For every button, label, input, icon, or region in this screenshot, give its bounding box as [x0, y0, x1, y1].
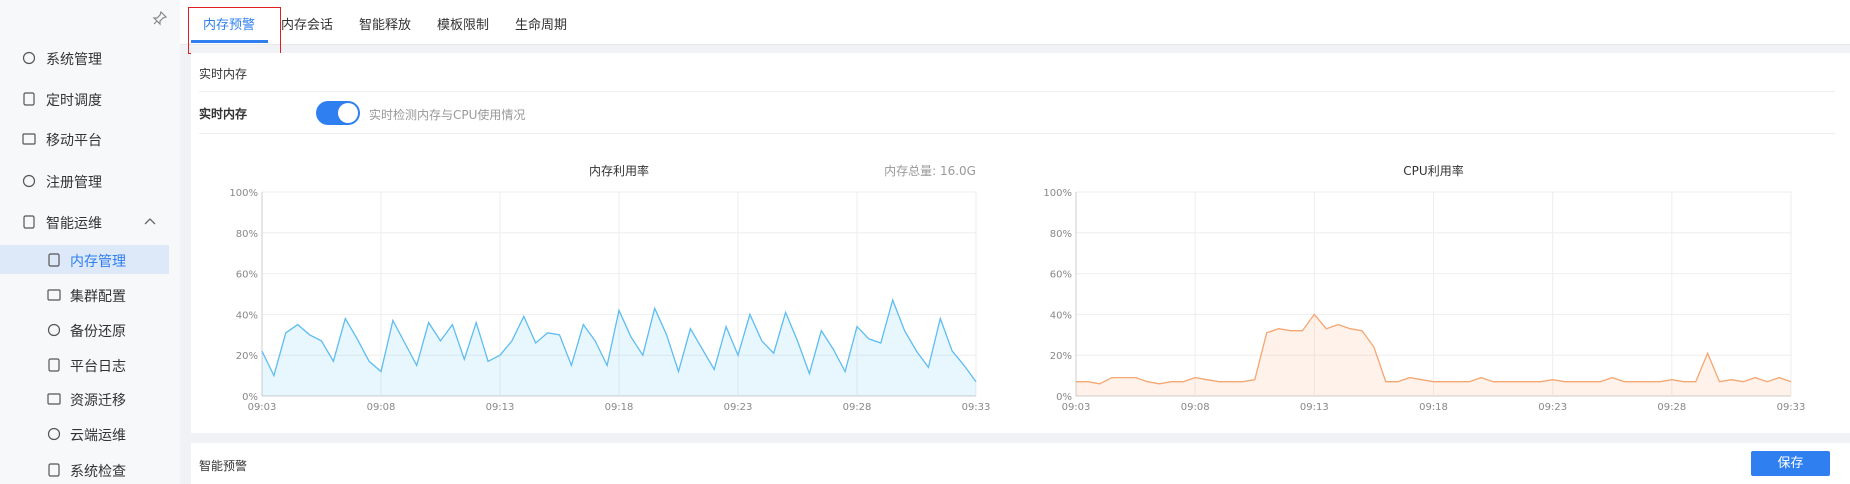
chart-title: CPU利用率: [1403, 163, 1463, 178]
menu-item[interactable]: 系统管理: [46, 52, 102, 68]
active-tab-underline: [191, 40, 268, 43]
x-tick-label: 09:33: [1777, 402, 1806, 413]
icon-shape: [23, 92, 35, 106]
toggle-switch[interactable]: [316, 101, 360, 125]
menu-icon: [22, 174, 36, 188]
y-tick-label: 100%: [1043, 188, 1072, 199]
submenu-item[interactable]: 集群配置: [70, 289, 126, 305]
submenu-item[interactable]: 备份还原: [70, 324, 126, 340]
menu-icon: [48, 253, 60, 267]
x-tick-label: 09:08: [1181, 402, 1210, 413]
submenu-item[interactable]: 系统检查: [70, 464, 126, 480]
y-tick-label: 20%: [236, 351, 258, 362]
line: [1076, 313, 1792, 385]
submenu-item[interactable]: 内存管理: [70, 254, 126, 270]
icon-shape: [48, 253, 60, 267]
y-tick-label: 40%: [1050, 310, 1072, 321]
y-tick-label: 80%: [236, 229, 258, 240]
icon-shape: [48, 463, 60, 477]
menu-icon: [48, 358, 60, 372]
y-tick-label: 80%: [1050, 229, 1072, 240]
x-tick-label: 09:13: [1300, 402, 1329, 413]
menu-icon: [22, 51, 36, 65]
realtime-card: 实时内存 实时内存 实时检测内存与CPU使用情况: [191, 53, 1850, 433]
tab[interactable]: 生命周期: [514, 18, 568, 33]
x-tick-label: 09:28: [1657, 402, 1686, 413]
area-fill: [262, 300, 976, 396]
menu-item[interactable]: 移动平台: [46, 133, 102, 149]
menu-icon: [48, 463, 60, 477]
menu-icon: [47, 289, 61, 301]
collapse-chevron[interactable]: [144, 216, 156, 228]
icon-shape: [47, 393, 61, 405]
x-tick-label: 09:03: [1062, 402, 1091, 413]
charts: 内存利用率 内存总量: 16.0G0%20%40%60%80%100%09:03 0…: [229, 163, 1806, 413]
menu-item[interactable]: 注册管理: [46, 175, 102, 191]
icon-shape: [47, 323, 61, 337]
active-highlight: [0, 245, 169, 274]
y-tick-label: 60%: [236, 270, 258, 281]
x-tick-label: 09:08: [367, 402, 396, 413]
menu-item[interactable]: 定时调度: [46, 93, 102, 109]
menu-icon: [47, 427, 61, 441]
icon-shape: [47, 427, 61, 441]
sidebar: 系统管理定时调度移动平台注册管理智能运维内存管理集群配置备份还原平台日志资源迁移…: [0, 0, 180, 484]
chart-annotation: 内存总量: 16.0G: [884, 164, 976, 178]
x-tick-label: 09:18: [1419, 402, 1448, 413]
x-tick-label: 09:13: [486, 402, 515, 413]
menu-item[interactable]: 智能运维: [46, 216, 102, 232]
x-tick-label: 09:23: [724, 402, 753, 413]
x-tick-label: 09:18: [605, 402, 634, 413]
menu-icon: [22, 133, 36, 145]
y-tick-label: 0%: [242, 392, 258, 403]
footer-title: 智能预警: [199, 459, 248, 473]
toggle-knob: [338, 103, 358, 123]
x-tick-label: 09:23: [1538, 402, 1567, 413]
menu-icon: [23, 92, 35, 106]
pin-icon[interactable]: [152, 10, 168, 26]
area-fill: [1076, 314, 1791, 396]
icon-shape: [47, 289, 61, 301]
tab[interactable]: 智能释放: [358, 18, 412, 33]
tab[interactable]: 内存会话: [280, 18, 334, 33]
divider: [199, 133, 1835, 134]
chart-title: 内存利用率: [589, 163, 649, 178]
submenu-item[interactable]: 资源迁移: [70, 393, 126, 409]
x-tick-label: 09:33: [962, 402, 991, 413]
tab[interactable]: 内存预警: [202, 18, 256, 33]
x-tick-label: 09:03: [248, 402, 277, 413]
icon-shape: [22, 51, 36, 65]
y-tick-label: 0%: [1056, 392, 1072, 403]
divider: [199, 91, 1835, 92]
toggle-hint: 实时检测内存与CPU使用情况: [369, 108, 526, 122]
submenu-item[interactable]: 平台日志: [70, 359, 126, 375]
icon-shape: [23, 215, 35, 229]
y-tick-label: 60%: [1050, 270, 1072, 281]
menu-icon: [47, 393, 61, 405]
field-label: 实时内存: [199, 107, 248, 121]
x-tick-label: 09:28: [843, 402, 872, 413]
menu-icon: [47, 323, 61, 337]
save-button[interactable]: 保存: [1751, 451, 1830, 476]
icon-shape: [48, 358, 60, 372]
submenu-item[interactable]: 云端运维: [70, 428, 126, 444]
y-tick-label: 40%: [236, 310, 258, 321]
y-tick-label: 100%: [229, 188, 258, 199]
line: [261, 298, 977, 383]
menu-icon: [23, 215, 35, 229]
warning-card: 智能预警 保存: [191, 443, 1850, 484]
section-title: 实时内存: [199, 67, 248, 81]
icon-shape: [22, 174, 36, 188]
tab[interactable]: 模板限制: [436, 18, 490, 33]
y-tick-label: 20%: [1050, 351, 1072, 362]
tab-bar: [180, 0, 1850, 45]
icon-shape: [22, 133, 36, 145]
